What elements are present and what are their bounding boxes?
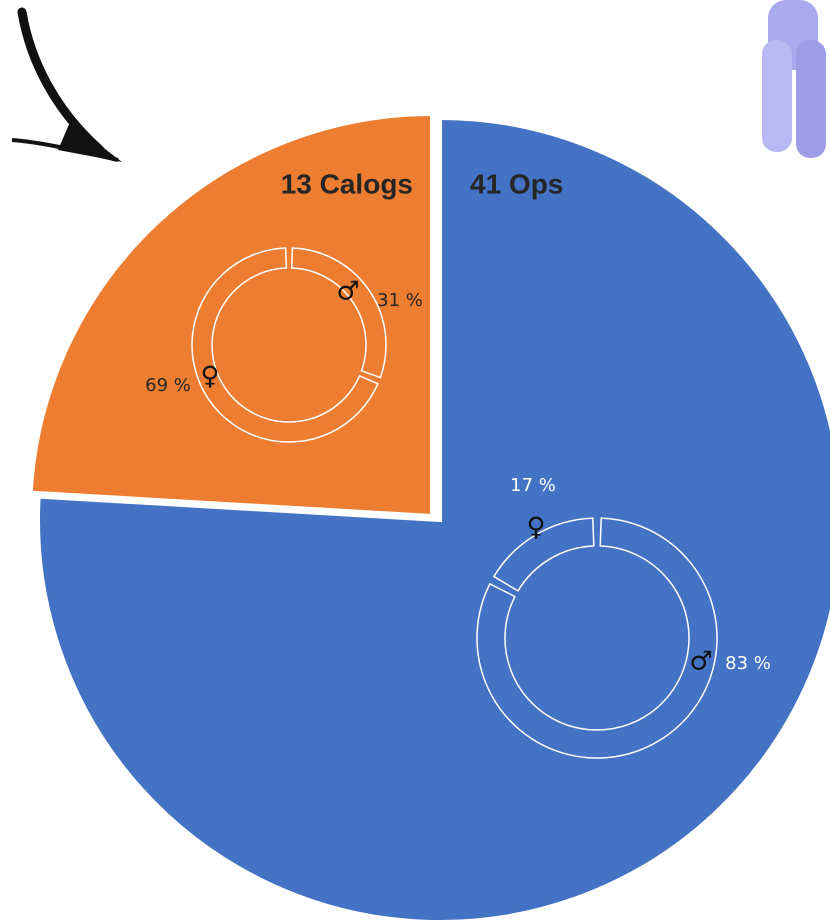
figure-decoration: [762, 0, 826, 158]
gender-symbol: ♀: [526, 513, 545, 543]
percent-label: 31 %: [377, 290, 423, 311]
slice-label: 13 Calogs: [281, 168, 413, 199]
gender-symbol: ♂: [689, 647, 712, 677]
percent-label: 69 %: [145, 375, 191, 396]
arrow-head: [58, 122, 122, 162]
gender-symbol: ♀: [200, 362, 219, 392]
gender-symbol: ♂: [336, 277, 359, 307]
arrow-decoration: [22, 12, 100, 150]
chart: 41 Ops 13 Calogs 31 % 69 % ♂ ♀ 83 % 17 % ♂ ♀: [0, 0, 830, 923]
percent-label: 17 %: [510, 475, 556, 496]
slice-label: 41 Ops: [470, 168, 563, 199]
percent-label: 83 %: [725, 653, 771, 674]
